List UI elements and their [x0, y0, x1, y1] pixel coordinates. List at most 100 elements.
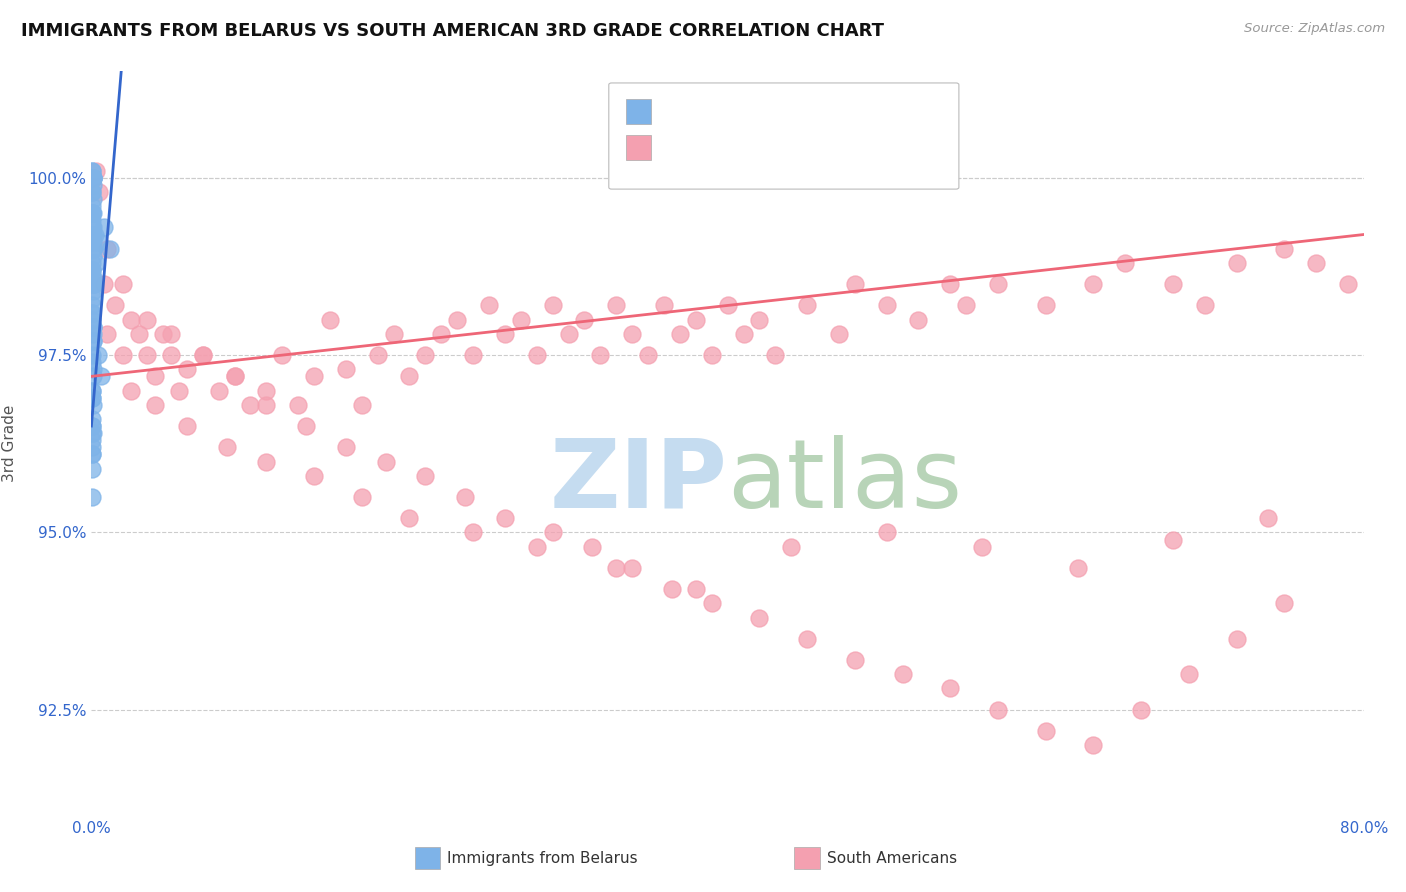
- Point: [82, 419, 104, 434]
- Point: [136, 312, 159, 326]
- Point: [494, 511, 516, 525]
- Point: [82, 235, 104, 249]
- Point: [152, 326, 174, 341]
- Point: [1083, 277, 1105, 292]
- Point: [1226, 256, 1249, 270]
- Point: [541, 298, 564, 312]
- Point: [82, 391, 104, 405]
- Text: Immigrants from Belarus: Immigrants from Belarus: [447, 851, 638, 865]
- Point: [82, 185, 104, 199]
- Point: [82, 170, 104, 185]
- Point: [669, 326, 692, 341]
- Point: [82, 270, 104, 285]
- Point: [82, 319, 104, 334]
- Point: [160, 326, 183, 341]
- Point: [82, 163, 104, 178]
- Point: [446, 312, 468, 326]
- Point: [1161, 277, 1184, 292]
- Point: [700, 596, 723, 610]
- Point: [637, 348, 659, 362]
- Text: N = 72: N = 72: [830, 102, 898, 121]
- Point: [82, 263, 104, 277]
- Point: [96, 242, 118, 256]
- Point: [82, 305, 104, 319]
- Point: [82, 178, 104, 192]
- Point: [82, 263, 104, 277]
- Point: [82, 419, 104, 434]
- Point: [1066, 561, 1088, 575]
- Point: [100, 242, 122, 256]
- Point: [82, 440, 104, 454]
- Point: [271, 348, 294, 362]
- Point: [700, 348, 723, 362]
- Point: [987, 703, 1010, 717]
- Point: [82, 206, 104, 220]
- Point: [526, 540, 548, 554]
- Point: [82, 192, 104, 206]
- Point: [287, 398, 309, 412]
- Point: [319, 312, 342, 326]
- Point: [1337, 277, 1360, 292]
- Point: [82, 312, 104, 326]
- Text: N = 117: N = 117: [830, 137, 910, 157]
- Point: [191, 348, 214, 362]
- Point: [685, 582, 707, 597]
- Point: [82, 199, 104, 213]
- Point: [82, 227, 104, 242]
- Point: [589, 348, 612, 362]
- Point: [82, 170, 104, 185]
- Point: [82, 291, 104, 305]
- Point: [1305, 256, 1327, 270]
- Text: R = 0.212: R = 0.212: [659, 137, 758, 157]
- Point: [176, 419, 198, 434]
- Point: [82, 434, 104, 448]
- Point: [541, 525, 564, 540]
- Point: [82, 185, 104, 199]
- Point: [652, 298, 675, 312]
- Point: [82, 270, 104, 285]
- Point: [796, 632, 818, 646]
- Point: [82, 334, 104, 348]
- Point: [82, 305, 104, 319]
- Point: [83, 277, 105, 292]
- Text: Source: ZipAtlas.com: Source: ZipAtlas.com: [1244, 22, 1385, 36]
- Point: [83, 227, 105, 242]
- Point: [82, 391, 104, 405]
- Point: [382, 326, 405, 341]
- Point: [82, 227, 104, 242]
- Point: [82, 326, 104, 341]
- Point: [82, 447, 104, 461]
- Point: [136, 348, 159, 362]
- Point: [254, 454, 277, 468]
- Point: [876, 298, 898, 312]
- Text: atlas: atlas: [728, 434, 963, 527]
- Point: [191, 348, 214, 362]
- Point: [82, 355, 104, 369]
- Point: [605, 298, 627, 312]
- Point: [82, 170, 104, 185]
- Point: [716, 298, 740, 312]
- Point: [1272, 596, 1295, 610]
- Point: [335, 440, 357, 454]
- Point: [621, 326, 644, 341]
- Point: [844, 653, 866, 667]
- Text: ZIP: ZIP: [550, 434, 728, 527]
- Point: [82, 348, 104, 362]
- Point: [939, 681, 962, 696]
- Point: [844, 277, 866, 292]
- Point: [87, 348, 110, 362]
- Point: [907, 312, 929, 326]
- Point: [89, 185, 111, 199]
- Point: [302, 468, 325, 483]
- Point: [82, 319, 104, 334]
- Point: [1226, 632, 1249, 646]
- Point: [415, 468, 437, 483]
- Point: [82, 256, 104, 270]
- Point: [763, 348, 786, 362]
- Point: [82, 426, 104, 441]
- Point: [84, 256, 107, 270]
- Point: [82, 369, 104, 384]
- Point: [987, 277, 1010, 292]
- Point: [454, 490, 477, 504]
- Point: [1178, 667, 1201, 681]
